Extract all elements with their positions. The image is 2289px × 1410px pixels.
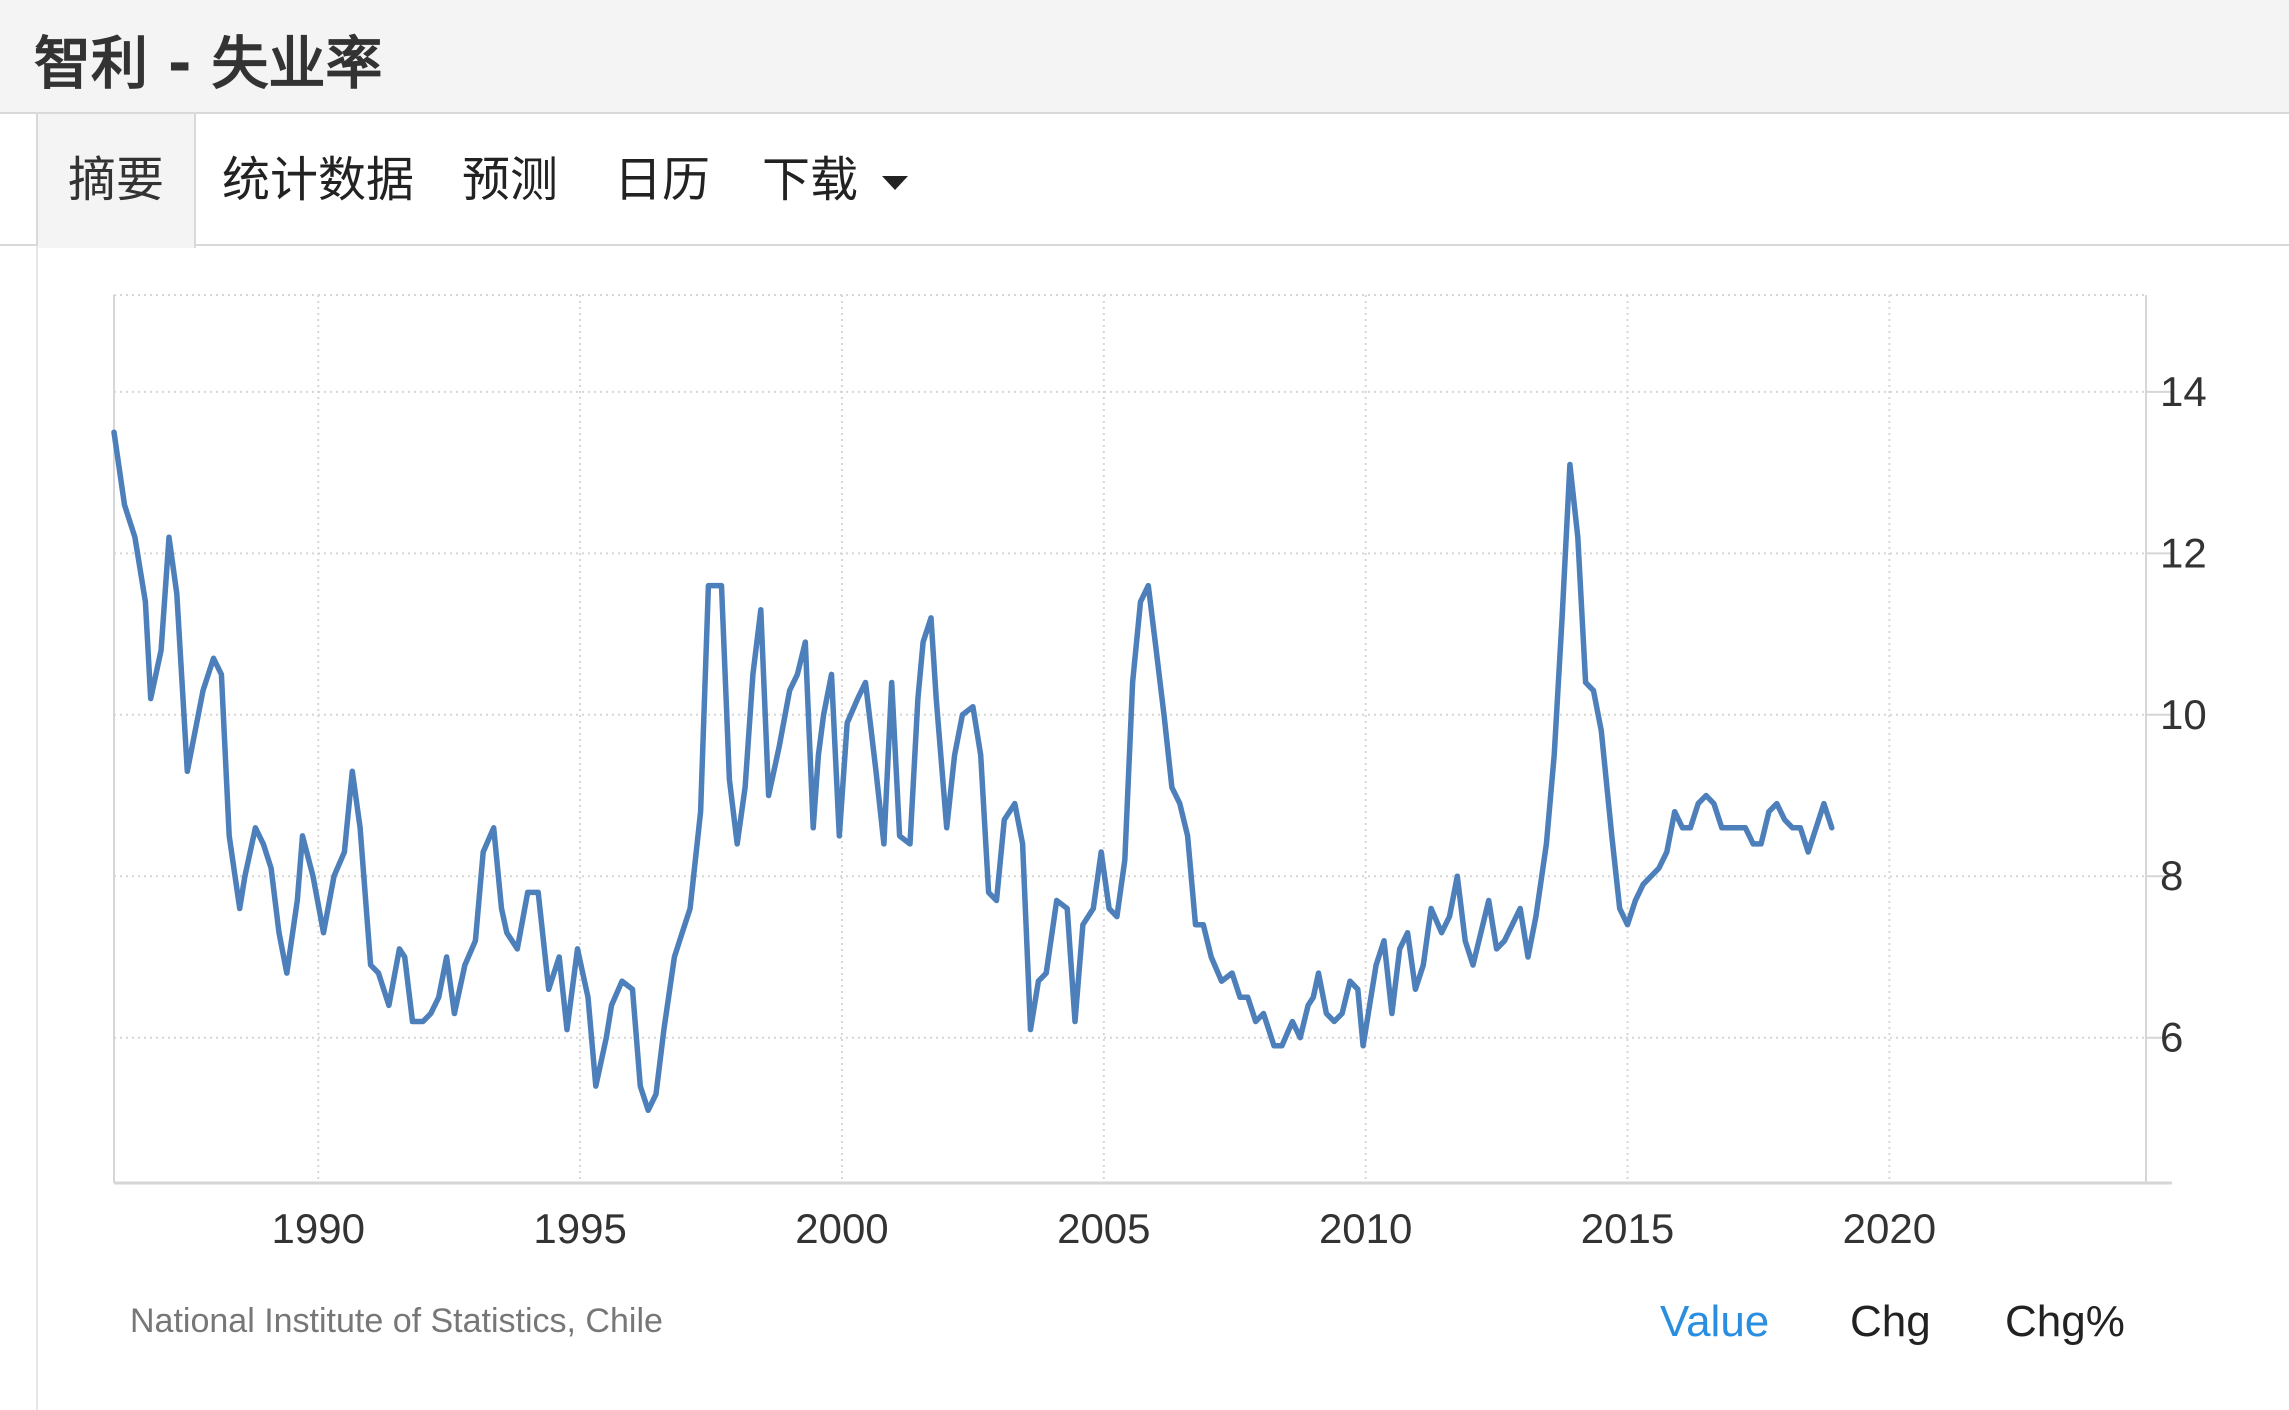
y-tick-label: 10: [2160, 691, 2207, 738]
series-line: [111, 429, 1835, 1114]
caret-down-icon: [882, 176, 909, 190]
y-tick-label: 14: [2160, 368, 2207, 415]
mode-change-percent-button[interactable]: Chg%: [2005, 1297, 2125, 1346]
x-tick-label: 1990: [272, 1205, 365, 1252]
x-tick-label: 1995: [533, 1205, 626, 1252]
tab-bar: 摘要 统计数据 预测 日历 下载: [0, 114, 2289, 248]
y-tick-label: 8: [2160, 852, 2183, 899]
y-tick-label: 12: [2160, 529, 2207, 576]
x-tick-label: 2020: [1843, 1205, 1936, 1252]
mode-change-button[interactable]: Chg: [1850, 1297, 1931, 1346]
content-border: [36, 246, 38, 1410]
page-header: 智利 - 失业率: [0, 0, 2289, 114]
data-source: National Institute of Statistics, Chile: [130, 1302, 663, 1340]
tab-download-label: 下载: [762, 152, 859, 208]
x-tick-label: 2010: [1319, 1205, 1412, 1252]
tab-statistics[interactable]: 统计数据: [222, 152, 415, 208]
tab-calendar[interactable]: 日历: [614, 152, 711, 208]
x-tick-label: 2000: [795, 1205, 888, 1252]
mode-value-button[interactable]: Value: [1660, 1297, 1770, 1346]
x-tick-label: 2015: [1581, 1205, 1674, 1252]
x-tick-label: 2005: [1057, 1205, 1150, 1252]
y-tick-label: 6: [2160, 1014, 2183, 1061]
tab-summary[interactable]: 摘要: [36, 114, 197, 248]
tab-download[interactable]: 下载: [762, 114, 909, 246]
tab-forecast[interactable]: 预测: [462, 152, 559, 208]
page-title: 智利 - 失业率: [34, 31, 383, 97]
